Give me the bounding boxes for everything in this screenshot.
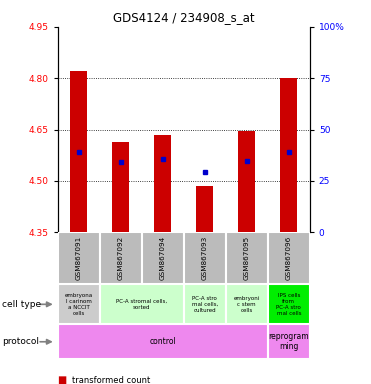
- Text: PC-A stro
mal cells,
cultured: PC-A stro mal cells, cultured: [191, 296, 218, 313]
- Text: GSM867096: GSM867096: [286, 236, 292, 280]
- Text: embryoni
c stem
cells: embryoni c stem cells: [234, 296, 260, 313]
- Title: GDS4124 / 234908_s_at: GDS4124 / 234908_s_at: [113, 11, 255, 24]
- Text: GSM867093: GSM867093: [202, 236, 208, 280]
- Text: cell type: cell type: [2, 300, 41, 309]
- FancyBboxPatch shape: [58, 324, 268, 359]
- FancyBboxPatch shape: [226, 232, 268, 284]
- FancyBboxPatch shape: [99, 284, 184, 324]
- FancyBboxPatch shape: [58, 284, 99, 324]
- FancyBboxPatch shape: [268, 284, 310, 324]
- FancyBboxPatch shape: [268, 324, 310, 359]
- Text: reprogram
ming: reprogram ming: [269, 332, 309, 351]
- Text: PC-A stromal cells,
sorted: PC-A stromal cells, sorted: [116, 299, 167, 310]
- FancyBboxPatch shape: [58, 232, 99, 284]
- Bar: [154, 135, 171, 232]
- Text: IPS cells
from
PC-A stro
mal cells: IPS cells from PC-A stro mal cells: [276, 293, 301, 316]
- Text: control: control: [149, 337, 176, 346]
- Bar: [112, 142, 129, 232]
- FancyBboxPatch shape: [184, 284, 226, 324]
- Bar: [70, 71, 87, 232]
- Bar: [280, 78, 297, 232]
- FancyBboxPatch shape: [268, 232, 310, 284]
- Text: transformed count: transformed count: [72, 376, 151, 384]
- Text: embryona
l carinom
a NCCIT
cells: embryona l carinom a NCCIT cells: [65, 293, 93, 316]
- Text: GSM867094: GSM867094: [160, 236, 165, 280]
- Text: GSM867095: GSM867095: [244, 236, 250, 280]
- Bar: [238, 131, 255, 232]
- Text: GSM867092: GSM867092: [118, 236, 124, 280]
- Text: protocol: protocol: [2, 337, 39, 346]
- Bar: [196, 186, 213, 232]
- FancyBboxPatch shape: [184, 232, 226, 284]
- Text: ■: ■: [58, 375, 67, 384]
- FancyBboxPatch shape: [99, 232, 142, 284]
- Text: GSM867091: GSM867091: [76, 236, 82, 280]
- FancyBboxPatch shape: [226, 284, 268, 324]
- FancyBboxPatch shape: [142, 232, 184, 284]
